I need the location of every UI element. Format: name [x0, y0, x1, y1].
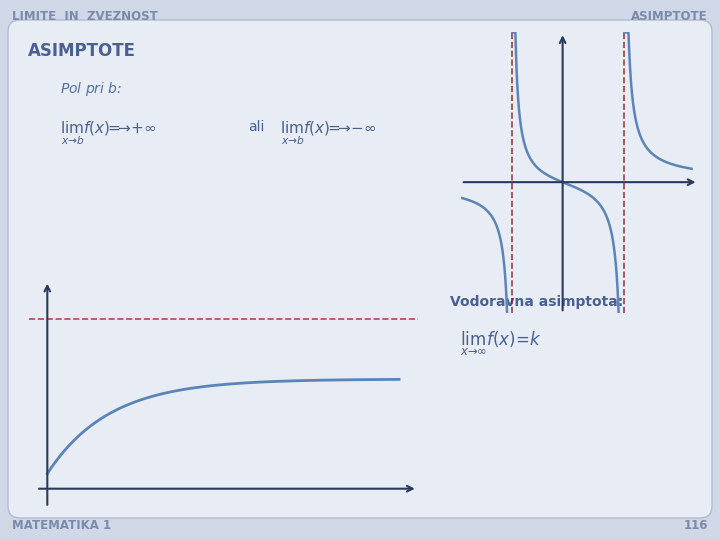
Text: 116: 116: [683, 519, 708, 532]
Text: $\lim_{x \to b} f(x) \!=\!\to +\infty$: $\lim_{x \to b} f(x) \!=\!\to +\infty$: [60, 120, 156, 147]
Text: LIMITE  IN  ZVEZNOST: LIMITE IN ZVEZNOST: [12, 10, 158, 23]
Text: ASIMPTOTE: ASIMPTOTE: [28, 42, 136, 60]
Text: Vodoravna asimptota:: Vodoravna asimptota:: [450, 295, 624, 309]
Text: ali: ali: [248, 120, 264, 134]
Text: Pol pri $b$:: Pol pri $b$:: [60, 80, 122, 98]
FancyBboxPatch shape: [8, 20, 712, 518]
Text: MATEMATIKA 1: MATEMATIKA 1: [12, 519, 111, 532]
Text: ASIMPTOTE: ASIMPTOTE: [631, 10, 708, 23]
Text: $\lim_{x \to b} f(x) \!=\!\to -\infty$: $\lim_{x \to b} f(x) \!=\!\to -\infty$: [280, 120, 376, 147]
Text: $\lim_{x \to \infty} f(x) = k$: $\lim_{x \to \infty} f(x) = k$: [460, 330, 541, 358]
